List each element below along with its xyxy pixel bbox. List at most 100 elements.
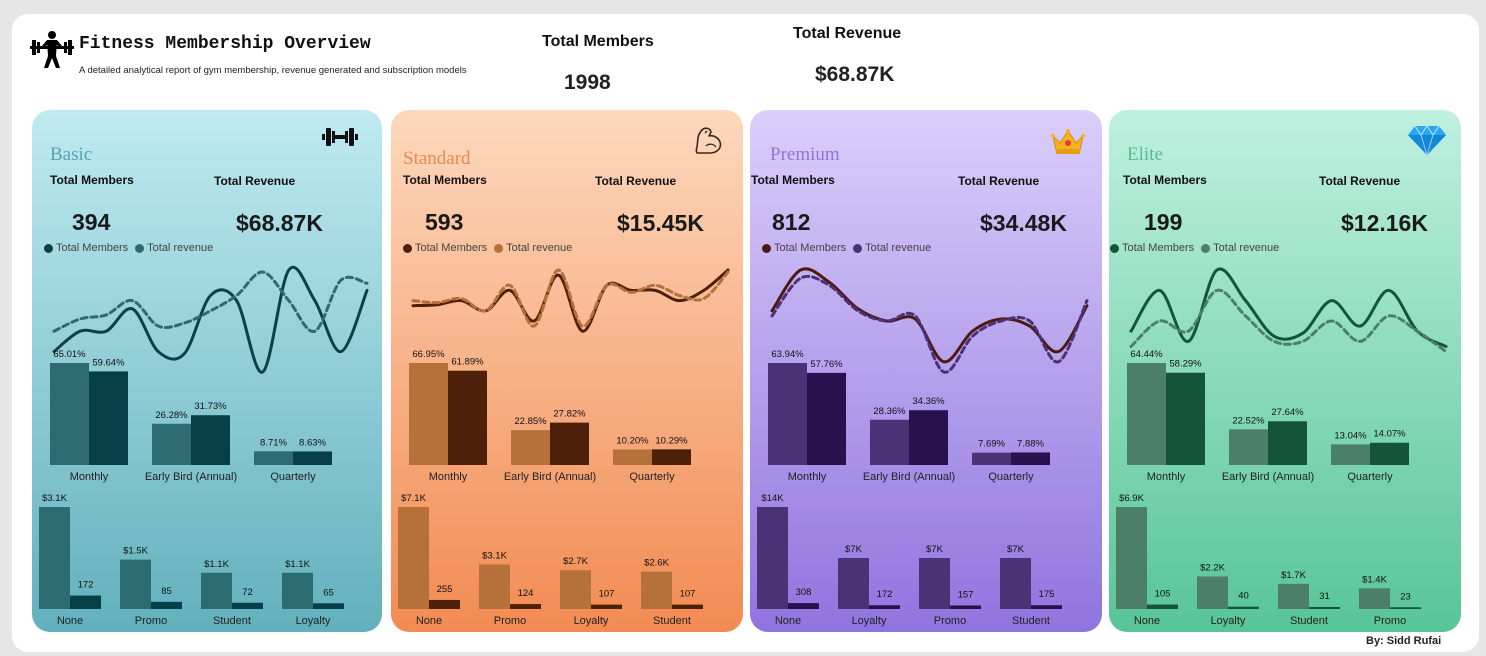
discount-category-label: None: [775, 615, 801, 627]
plan-bar-label: 66.95%: [412, 349, 445, 360]
discount-category-label: Student: [653, 615, 691, 627]
plan-bar-label: 63.94%: [771, 349, 804, 360]
discount-members-bar: [1390, 607, 1421, 609]
plan-category-label: Monthly: [1147, 471, 1186, 483]
plan-bar: [1268, 421, 1307, 465]
card-revenue-value: $12.16K: [1341, 210, 1428, 236]
card-revenue-label: Total Revenue: [958, 174, 1040, 188]
plan-bar: [768, 363, 807, 465]
tier-title: Standard: [403, 148, 471, 169]
card-premium: 63.94% 57.76% Monthly 28.36% 34.36% Early Bir…: [750, 110, 1102, 632]
plan-bar: [448, 370, 487, 465]
discount-category-label: Promo: [1374, 615, 1406, 627]
discount-members-label: 72: [242, 587, 253, 598]
card-revenue-label: Total Revenue: [1319, 174, 1401, 188]
discount-members-label: 107: [599, 589, 615, 600]
card-background: [32, 110, 382, 632]
discount-revenue-label: $7K: [926, 544, 944, 555]
discount-revenue-label: $7.1K: [401, 493, 426, 504]
total-revenue-label: Total Revenue: [793, 25, 902, 42]
legend-revenue-swatch: [494, 243, 504, 253]
discount-revenue-bar: [641, 571, 672, 609]
legend-revenue-label: Total revenue: [1213, 242, 1280, 254]
plan-category-label: Quarterly: [988, 471, 1034, 483]
discount-revenue-label: $3.1K: [42, 493, 67, 504]
card-basic: 65.01% 59.64% Monthly 26.28% 31.73% Early Bir…: [32, 110, 382, 632]
chart-legend: Total Members Total revenue: [1110, 242, 1279, 254]
plan-bar: [1331, 444, 1370, 465]
discount-members-bar: [510, 604, 541, 609]
discount-members-bar: [429, 599, 460, 609]
line-total-revenue: [1129, 288, 1448, 354]
discount-revenue-bar: [560, 570, 591, 609]
discount-revenue-label: $7K: [845, 544, 863, 555]
card-revenue-value: $15.45K: [617, 210, 704, 236]
dumbbell-icon: [322, 128, 358, 146]
discount-members-label: 175: [1039, 589, 1055, 600]
discount-members-bar: [1031, 605, 1062, 609]
plan-bar-label: 61.89%: [451, 357, 484, 368]
discount-members-label: 85: [161, 586, 172, 597]
card-revenue-label: Total Revenue: [214, 174, 296, 188]
discount-members-bar: [591, 604, 622, 609]
line-total-revenue: [770, 274, 1089, 374]
elite-charts: 64.44% 58.29% Monthly 22.52% 27.64% Early Bir…: [1109, 110, 1461, 632]
discount-revenue-label: $1.1K: [285, 559, 310, 570]
discount-revenue-bar: [39, 507, 70, 609]
plan-bar: [550, 422, 589, 465]
discount-revenue-bar: [1116, 507, 1147, 609]
discount-revenue-bar: [479, 564, 510, 609]
author-byline: By: Sidd Rufai: [1366, 635, 1442, 647]
basic-charts: 65.01% 59.64% Monthly 26.28% 31.73% Early Bir…: [32, 110, 382, 632]
flexed-arm-icon: [695, 127, 722, 154]
discount-revenue-bar: [201, 572, 232, 609]
weightlifter-logo-icon: [30, 31, 74, 68]
legend-revenue-label: Total revenue: [147, 242, 214, 254]
discount-category-label: Loyalty: [1211, 615, 1246, 627]
plan-bar-label: 34.36%: [912, 396, 945, 407]
discount-members-label: 124: [518, 588, 534, 599]
discount-revenue-label: $2.7K: [563, 556, 588, 567]
plan-bar: [870, 419, 909, 465]
legend-members-label: Total Members: [415, 242, 488, 254]
legend-members-swatch: [403, 243, 412, 253]
legend-revenue-label: Total revenue: [865, 242, 932, 254]
discount-category-label: Loyalty: [852, 615, 887, 627]
plan-category-label: Early Bird (Annual): [863, 471, 955, 483]
total-members-label: Total Members: [542, 33, 654, 50]
discount-revenue-label: $14K: [761, 493, 784, 504]
plan-bar-label: 27.82%: [553, 409, 586, 420]
discount-category-label: None: [57, 615, 83, 627]
tier-title: Basic: [50, 144, 93, 165]
discount-category-label: None: [416, 615, 442, 627]
total-revenue-value: $68.87K: [815, 63, 895, 86]
discount-revenue-label: $3.1K: [482, 550, 507, 561]
plan-bar: [511, 430, 550, 465]
plan-bar: [191, 415, 230, 465]
plan-bar: [1011, 452, 1050, 465]
discount-members-bar: [950, 605, 981, 609]
plan-bar-label: 28.36%: [873, 406, 906, 417]
discount-revenue-label: $1.4K: [1362, 574, 1387, 585]
discount-members-bar: [1309, 606, 1340, 609]
chart-legend: Total Members Total revenue: [403, 242, 572, 254]
plan-bar-label: 14.07%: [1373, 429, 1406, 440]
legend-members-swatch: [1110, 243, 1119, 253]
plan-bar: [254, 451, 293, 465]
discount-members-label: 31: [1319, 591, 1330, 602]
legend-revenue-swatch: [853, 243, 863, 253]
line-total-members: [1129, 267, 1448, 348]
discount-revenue-label: $1.7K: [1281, 570, 1306, 581]
standard-charts: 66.95% 61.89% Monthly 22.85% 27.82% Early Bir…: [391, 110, 743, 632]
plan-bar-label: 8.71%: [260, 437, 287, 448]
discount-revenue-bar: [757, 507, 788, 609]
discount-revenue-label: $1.1K: [204, 559, 229, 570]
plan-category-label: Early Bird (Annual): [145, 471, 237, 483]
card-members-label: Total Members: [50, 173, 134, 187]
card-revenue-value: $68.87K: [236, 210, 323, 236]
plan-bar-label: 64.44%: [1130, 349, 1163, 360]
legend-members-label: Total Members: [56, 242, 129, 254]
discount-revenue-bar: [1359, 588, 1390, 609]
plan-bar-label: 8.63%: [299, 437, 326, 448]
discount-category-label: Loyalty: [296, 615, 331, 627]
